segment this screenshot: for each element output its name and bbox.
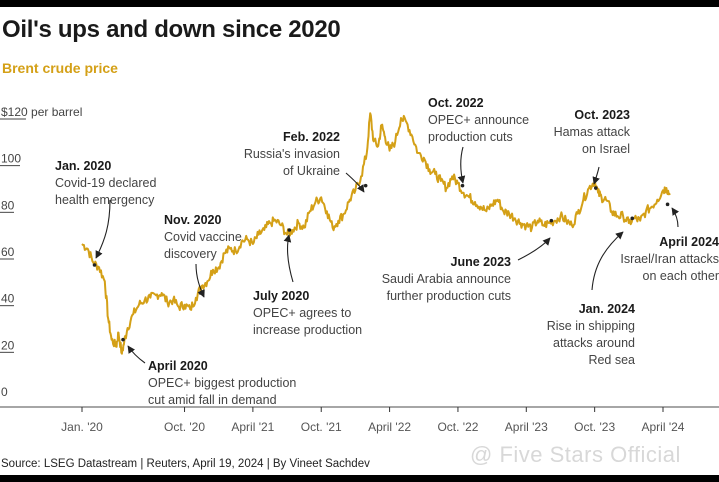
annotation-text: further production cuts [387,289,511,303]
y-tick-label: $120 per barrel [1,105,82,119]
chart-subtitle: Brent crude price [2,60,118,76]
annotations-layer: Jan. 2020 Covid-19 declared health emergen… [55,96,719,407]
annotation-dot [460,183,465,188]
annotation: April 2024 Israel/Iran attacks on each oth… [620,202,719,283]
annotation: Feb. 2022 Russia's invasion of Ukraine [244,130,368,193]
annotation-arrow [591,231,624,291]
annotation: June 2023 Saudi Arabia announce further pr… [382,218,554,303]
x-tick-label: Oct. '23 [574,420,615,434]
annotation: April 2020 OPEC+ biggest production cut am… [121,337,296,407]
annotation-date: July 2020 [253,289,309,303]
annotation-text: cut amid fall in demand [148,393,277,407]
annotation-arrow [127,345,146,364]
annotation-dot [630,216,635,221]
y-tick-label: 80 [1,198,15,212]
annotation-text: Hamas attack [554,125,631,139]
annotation-dot [665,202,670,207]
annotation-date: April 2024 [659,235,719,249]
y-tick-label: 0 [1,385,8,399]
annotation-text: OPEC+ agrees to [253,306,351,320]
annotation-date: Jan. 2024 [579,302,635,316]
annotation-dot [593,186,598,190]
annotation-arrow [592,166,600,185]
y-tick-label: 40 [1,292,15,306]
annotation-arrow [517,237,551,261]
annotation-arrow [457,146,466,184]
annotation-text: Covid vaccine [164,230,242,244]
annotation-arrow [195,263,205,298]
annotation: Oct. 2023 Hamas attack on Israel [554,108,631,190]
x-tick-label: Oct. '22 [437,420,478,434]
annotation-dot [198,291,203,295]
annotation-text: on each other [643,269,719,283]
chart-title: Oil's ups and down since 2020 [2,16,341,43]
x-tick-label: April '23 [505,420,548,434]
annotation-text: Covid-19 declared [55,176,156,190]
annotation-arrow [95,199,111,259]
annotation-text: increase production [253,323,362,337]
annotation-text: Israel/Iran attacks [620,252,719,266]
annotation-dot [363,183,368,188]
series-line-brent [81,112,671,355]
top-bar [0,0,719,7]
annotation-dot [121,337,125,342]
annotation-text: OPEC+ announce [428,113,529,127]
annotation-dot [549,218,554,223]
annotation-text: Saudi Arabia announce [382,272,511,286]
annotation-text: attacks around [553,336,635,350]
x-tick-label: April '22 [368,420,411,434]
y-tick-label: 20 [1,338,15,352]
annotation-date: Oct. 2022 [428,96,484,110]
annotation-text: on Israel [582,142,630,156]
annotation-text: production cuts [428,130,513,144]
annotation-text: OPEC+ biggest production [148,376,296,390]
annotation-text: Red sea [588,353,635,367]
annotation: Nov. 2020 Covid vaccine discovery [164,213,242,298]
annotation-text: Russia's invasion [244,147,340,161]
annotation: Oct. 2022 OPEC+ announce production cuts [428,96,529,188]
annotation-text: discovery [164,247,218,261]
annotation-date: Oct. 2023 [574,108,630,122]
x-tick-label: Oct. '20 [164,420,205,434]
annotation-date: June 2023 [451,255,512,269]
x-tick-label: April '21 [231,420,274,434]
annotation-date: April 2020 [148,359,208,373]
annotation-arrow [671,207,680,228]
annotation-arrow [283,234,294,283]
bottom-bar [0,475,719,482]
x-tick-label: Oct. '21 [301,420,342,434]
annotation-arrow [345,172,365,193]
annotation: Jan. 2020 Covid-19 declared health emergen… [55,159,156,267]
annotation-text: Rise in shipping [547,319,635,333]
y-tick-label: 60 [1,245,15,259]
annotation-dot [287,228,292,232]
x-axis: Jan. '20 Oct. '20 April '21 Oct. '21 April '… [0,406,719,434]
annotation-text: of Ukraine [283,164,340,178]
annotation-text: health emergency [55,193,155,207]
annotation-date: Jan. 2020 [55,159,111,173]
watermark: @ Five Stars Official [470,442,681,467]
annotation-date: Nov. 2020 [164,213,221,227]
annotation: July 2020 OPEC+ agrees to increase product… [253,228,362,337]
y-axis: 0 20 40 60 80 100 $120 per barrel [0,105,82,399]
annotation-date: Feb. 2022 [283,130,340,144]
source-note: Source: LSEG Datastream | Reuters, April… [1,458,370,470]
x-tick-label: Jan. '20 [61,420,103,434]
y-tick-label: 100 [1,152,21,166]
annotation-dot [92,263,97,267]
annotation: Jan. 2024 Rise in shipping attacks around R… [547,216,635,367]
series-layer [81,112,671,355]
x-tick-label: April '24 [642,420,685,434]
